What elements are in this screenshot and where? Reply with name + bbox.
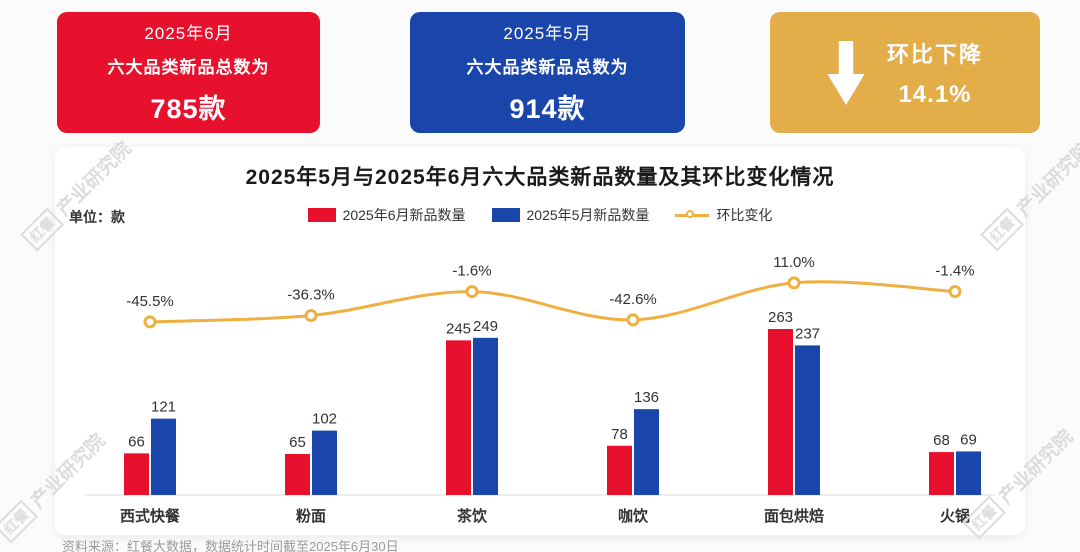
line-marker-icon xyxy=(143,315,157,329)
bar-series1-cat0 xyxy=(151,418,176,495)
bar-series0-cat0 xyxy=(124,453,149,495)
legend-swatch-may-icon xyxy=(491,208,520,222)
bar-value-label: 69 xyxy=(960,431,977,448)
legend-swatch-june-icon xyxy=(307,208,336,222)
legend-line-marker-icon xyxy=(675,209,710,218)
june-total-card: 2025年6月 六大品类新品总数为 785款 xyxy=(57,12,320,133)
category-label: 火锅 xyxy=(940,507,970,525)
chart-card: 2025年5月与2025年6月六大品类新品数量及其环比变化情况 单位：款 202… xyxy=(55,147,1025,535)
bar-value-label: 66 xyxy=(128,433,145,450)
combo-chart: 66 65 245 78 263 68 121 102 249 136 237 69 -45.5% -36… xyxy=(85,254,995,525)
category-label: 西式快餐 xyxy=(120,507,181,525)
june-card-caption: 六大品类新品总数为 xyxy=(107,58,270,77)
bar-series0-cat5 xyxy=(929,452,954,495)
line-value-label: -1.6% xyxy=(452,263,491,280)
may-card-month: 2025年5月 xyxy=(503,24,592,43)
source-note: 资料来源：红餐大数据，数据统计时间截至2025年6月30日 xyxy=(62,539,399,552)
bar-value-label: 121 xyxy=(151,399,176,416)
june-card-month: 2025年6月 xyxy=(144,24,233,43)
may-card-value: 914款 xyxy=(509,94,586,124)
line-marker-icon xyxy=(465,285,479,299)
legend-item-june: 2025年6月新品数量 xyxy=(307,205,466,225)
legend-label-may: 2025年5月新品数量 xyxy=(526,207,650,223)
bar-value-label: 68 xyxy=(933,432,950,449)
brand-logo-icon: 红餐 xyxy=(0,499,38,544)
may-card-caption: 六大品类新品总数为 xyxy=(466,58,629,77)
bar-value-label: 245 xyxy=(446,320,471,337)
unit-label: 单位：款 xyxy=(69,209,125,225)
bar-series0-cat1 xyxy=(285,453,310,495)
june-card-value: 785款 xyxy=(150,94,227,124)
bar-value-label: 136 xyxy=(634,389,659,406)
line-value-label: -1.4% xyxy=(935,263,974,280)
line-marker-icon xyxy=(948,285,962,298)
legend-item-mom: 环比变化 xyxy=(675,205,772,225)
line-value-label: -36.3% xyxy=(287,287,335,304)
bar-series1-cat3 xyxy=(634,409,659,495)
bar-series1-cat2 xyxy=(473,337,498,495)
line-marker-icon xyxy=(787,276,801,290)
bar-series0-cat4 xyxy=(768,329,793,495)
legend-label-june: 2025年6月新品数量 xyxy=(342,207,466,223)
line-marker-icon xyxy=(626,313,640,327)
bar-value-label: 263 xyxy=(768,309,793,326)
line-marker-icon xyxy=(304,309,318,322)
bar-series1-cat1 xyxy=(312,430,337,495)
bar-value-label: 65 xyxy=(289,434,306,451)
mom-decline-card: 环比下降 14.1% xyxy=(770,12,1040,133)
bar-value-label: 78 xyxy=(611,426,628,443)
mom-change-line xyxy=(149,280,956,324)
bar-value-label: 237 xyxy=(795,325,820,342)
down-arrow-icon xyxy=(827,40,865,105)
line-value-label: -45.5% xyxy=(126,293,174,310)
category-label: 咖饮 xyxy=(618,507,649,525)
category-label: 茶饮 xyxy=(457,507,488,525)
bar-series0-cat2 xyxy=(446,340,471,495)
bar-value-label: 249 xyxy=(473,318,498,335)
bar-series0-cat3 xyxy=(607,445,632,495)
category-label: 粉面 xyxy=(296,507,326,525)
legend-item-may: 2025年5月新品数量 xyxy=(491,205,650,225)
bar-series1-cat5 xyxy=(956,451,981,495)
bar-series1-cat4 xyxy=(795,345,820,495)
line-value-label: 11.0% xyxy=(773,254,814,271)
legend-label-mom: 环比变化 xyxy=(716,207,773,223)
line-value-label: -42.6% xyxy=(609,291,657,308)
mom-decline-value: 14.1% xyxy=(898,80,972,108)
bar-value-label: 102 xyxy=(312,411,337,428)
chart-legend: 2025年6月新品数量 2025年5月新品数量 环比变化 xyxy=(55,205,1025,225)
may-total-card: 2025年5月 六大品类新品总数为 914款 xyxy=(410,12,685,133)
chart-meta-row: 单位：款 2025年6月新品数量 2025年5月新品数量 环比变化 xyxy=(55,203,1025,229)
mom-decline-label: 环比下降 xyxy=(886,41,983,67)
category-label: 面包烘焙 xyxy=(764,507,824,525)
chart-title: 2025年5月与2025年6月六大品类新品数量及其环比变化情况 xyxy=(245,166,835,189)
